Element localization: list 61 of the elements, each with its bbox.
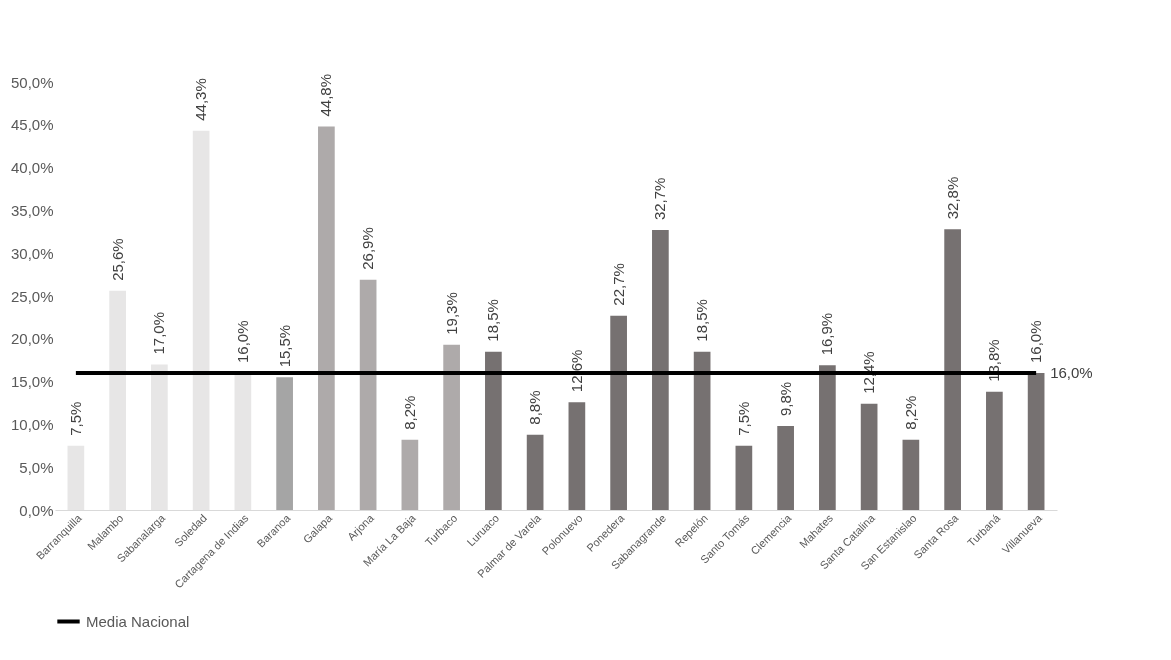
data-label: 7,5% [66, 401, 84, 436]
data-label: 44,8% [317, 73, 335, 117]
y-tick-label: 50,0% [10, 73, 54, 91]
bar [276, 377, 293, 510]
bar [526, 434, 544, 510]
data-label: 32,7% [651, 177, 669, 221]
bar [234, 373, 252, 510]
data-label: 22,7% [609, 263, 627, 306]
y-tick-label: 20,0% [10, 330, 54, 348]
bar [902, 439, 920, 510]
bar [151, 364, 168, 510]
bar [986, 391, 1003, 510]
data-label: 15,5% [275, 324, 293, 368]
data-label: 44,3% [192, 78, 210, 121]
bar [568, 402, 586, 510]
y-tick-label: 15,0% [10, 373, 54, 391]
y-tick-label: 5,0% [19, 458, 54, 476]
data-label: 19,3% [442, 292, 460, 335]
y-tick-label: 10,0% [10, 415, 54, 433]
data-label: 18,5% [693, 299, 711, 342]
bar [318, 126, 335, 510]
bar [944, 229, 961, 510]
bar [67, 445, 85, 510]
data-label: 16,9% [818, 312, 836, 356]
bar [401, 439, 419, 510]
legend-label: Media Nacional [86, 612, 190, 630]
data-label: 12,4% [860, 351, 878, 394]
bar [359, 279, 377, 510]
data-label: 13,8% [985, 339, 1003, 382]
data-label: 8,2% [400, 395, 418, 430]
bar [1027, 373, 1045, 510]
bar [485, 351, 502, 510]
data-label: 26,9% [359, 227, 377, 270]
data-label: 18,5% [484, 299, 502, 342]
bar [819, 365, 836, 510]
y-tick-label: 35,0% [10, 201, 54, 219]
bar [610, 315, 627, 510]
data-label: 17,0% [150, 311, 168, 355]
y-tick-label: 25,0% [10, 287, 54, 305]
data-label: 8,8% [526, 390, 544, 425]
bar [443, 344, 460, 510]
data-label: 12,6% [567, 349, 585, 393]
bar [693, 351, 711, 510]
y-tick-label: 0,0% [19, 501, 54, 519]
bar [652, 230, 669, 510]
data-label: 25,6% [108, 238, 126, 281]
y-tick-label: 30,0% [10, 244, 54, 262]
bar [109, 290, 126, 510]
data-label: 8,2% [901, 395, 919, 430]
bar [192, 130, 210, 510]
data-label: 16,0% [1027, 320, 1045, 364]
data-label: 16,0% [1050, 364, 1093, 382]
bar [777, 426, 794, 510]
bar [735, 445, 753, 510]
data-label: 9,8% [776, 381, 794, 417]
data-label: 16,0% [233, 320, 251, 364]
y-tick-label: 45,0% [10, 116, 54, 134]
data-label: 7,5% [734, 401, 752, 436]
data-label: 32,8% [943, 176, 961, 220]
bar [860, 403, 878, 510]
y-tick-label: 40,0% [10, 159, 54, 177]
